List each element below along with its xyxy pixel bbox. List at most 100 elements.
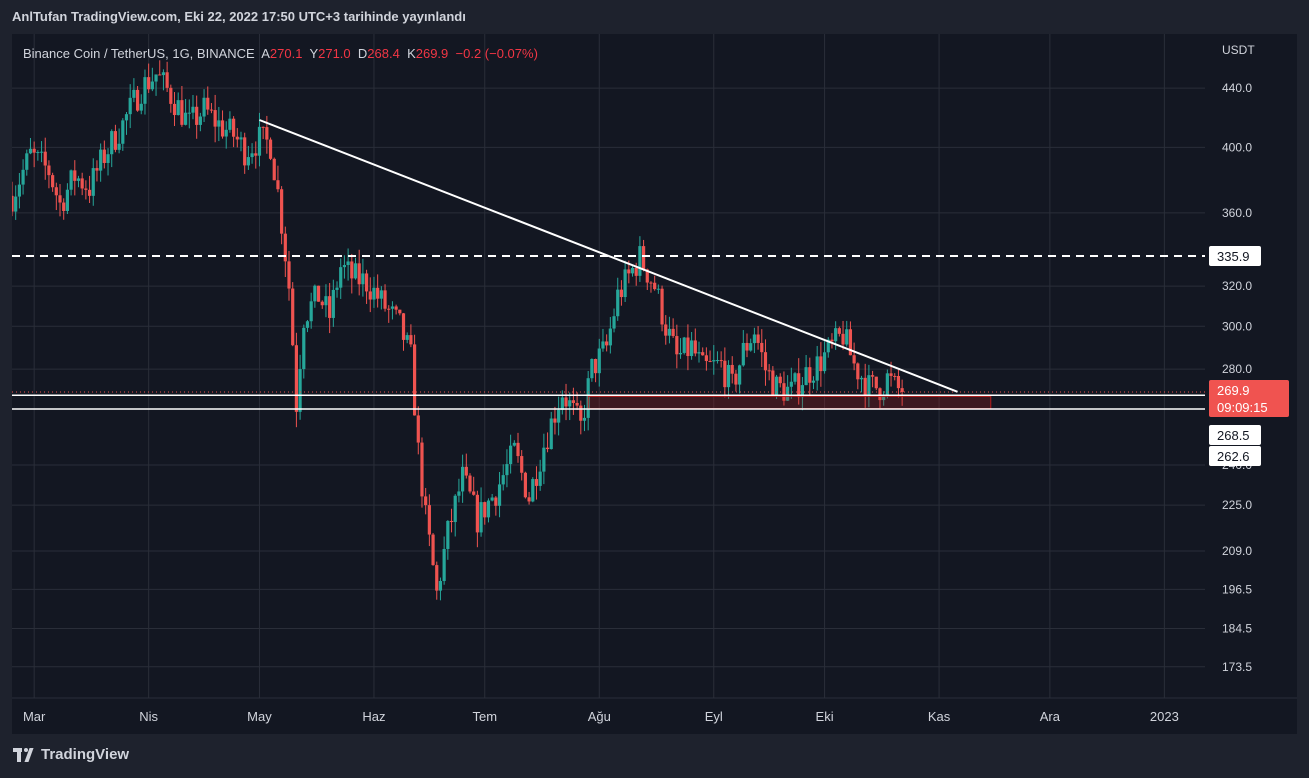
y-tick-label: 173.5 [1222, 660, 1252, 674]
candle-body [841, 333, 845, 345]
y-tick-label: 360.0 [1222, 206, 1252, 220]
candle-body [331, 289, 335, 318]
candle-body [309, 301, 313, 322]
candle-body [387, 308, 391, 310]
candle-body [771, 370, 775, 396]
candle-body [756, 334, 760, 343]
candle-body [328, 296, 332, 318]
chart-svg[interactable]: USDT440.0400.0360.0320.0300.0280.0240.02… [12, 34, 1297, 734]
candle-body [124, 114, 129, 121]
candle-body [135, 89, 140, 111]
candle-body [353, 263, 358, 279]
candle-body [36, 152, 40, 154]
candle-body [641, 246, 646, 270]
candle-body [154, 74, 158, 82]
candle-body [774, 376, 779, 396]
candle-body [62, 202, 66, 211]
candle-body [804, 367, 808, 386]
candle-body [616, 289, 620, 317]
price-label-335.9-bg [1209, 245, 1261, 266]
candle-body [17, 184, 21, 197]
candle-body [69, 170, 73, 190]
candle-body [712, 360, 716, 362]
candle-body [287, 261, 291, 289]
candle-body [575, 402, 579, 406]
candle-body [701, 352, 705, 356]
candle-body [464, 466, 468, 476]
publish-header: AnlTufan TradingView.com, Eki 22, 2022 1… [12, 9, 466, 24]
candle-body [357, 263, 361, 285]
candle-body [509, 445, 513, 465]
x-tick-label-2023: 2023 [1150, 709, 1179, 724]
candle-body [291, 288, 295, 346]
candle-body [882, 394, 886, 401]
candle-body [664, 324, 668, 336]
candle-body [811, 380, 816, 383]
candle-body [409, 335, 413, 345]
candle-body [778, 376, 782, 384]
candle-body [730, 364, 734, 374]
trendline [259, 119, 958, 393]
candle-body [195, 106, 199, 125]
candle-body [121, 120, 125, 144]
y-tick-label: 184.5 [1222, 622, 1252, 636]
candle-body [54, 187, 58, 196]
candle-body [416, 415, 420, 443]
legend-close-value: 269.9 [415, 46, 449, 61]
x-tick-label-Eki: Eki [816, 709, 834, 724]
legend-change: −0.2 (−0.07%) [455, 46, 538, 61]
candle-body [339, 267, 343, 288]
tradingview-brand[interactable]: TradingView [13, 746, 129, 763]
candle-body [549, 418, 553, 450]
candle-body [84, 188, 88, 190]
legend-open-label: A [261, 46, 270, 61]
candle-body [58, 195, 62, 203]
legend-high-label: Y [309, 46, 319, 61]
candle-body [745, 342, 749, 351]
candle-body [472, 491, 476, 495]
chart-panel[interactable]: USDT440.0400.0360.0320.0300.0280.0240.02… [12, 34, 1297, 734]
price-label-335.9: 335.9 [1209, 245, 1261, 266]
candle-body [427, 505, 431, 535]
candle-body [852, 355, 856, 364]
x-tick-label-Ara: Ara [1040, 709, 1061, 724]
candle-body [889, 373, 893, 376]
candle-body [726, 364, 731, 388]
candle-body [612, 316, 616, 329]
candle-body [261, 126, 265, 128]
candle-body [704, 355, 708, 362]
candle-body [542, 447, 546, 472]
candle-body [139, 103, 143, 111]
last-price-label-bg [1209, 380, 1289, 418]
candle-body [545, 447, 550, 450]
candle-body [819, 356, 823, 372]
price-label-268.5-bg [1209, 425, 1261, 445]
candle-body [649, 282, 653, 284]
candle-body [12, 195, 14, 212]
candle-body [767, 370, 771, 372]
candle-body [143, 77, 147, 104]
price-label-262.6-text: 262.6 [1217, 449, 1250, 464]
support-zone [587, 395, 992, 410]
candle-body [608, 328, 612, 346]
candle-body [87, 189, 92, 196]
candle-body [398, 309, 402, 314]
tradingview-logo-icon [13, 747, 35, 762]
candle-body [438, 581, 443, 591]
candle-body [161, 72, 166, 76]
candle-body [243, 137, 247, 166]
candle-body [350, 261, 354, 279]
candle-body [623, 269, 627, 298]
candle-body [697, 352, 701, 354]
candle-body [232, 118, 236, 137]
candle-body [453, 495, 457, 523]
tradingview-brand-text: TradingView [41, 746, 130, 763]
price-scale-currency: USDT [1222, 43, 1255, 57]
candle-body [198, 116, 202, 125]
candle-body [113, 131, 118, 150]
candle-body [420, 442, 424, 497]
legend-open-value: 270.1 [269, 46, 303, 61]
candle-body [324, 296, 328, 306]
candle-body [217, 120, 221, 127]
candle-body [597, 348, 601, 374]
